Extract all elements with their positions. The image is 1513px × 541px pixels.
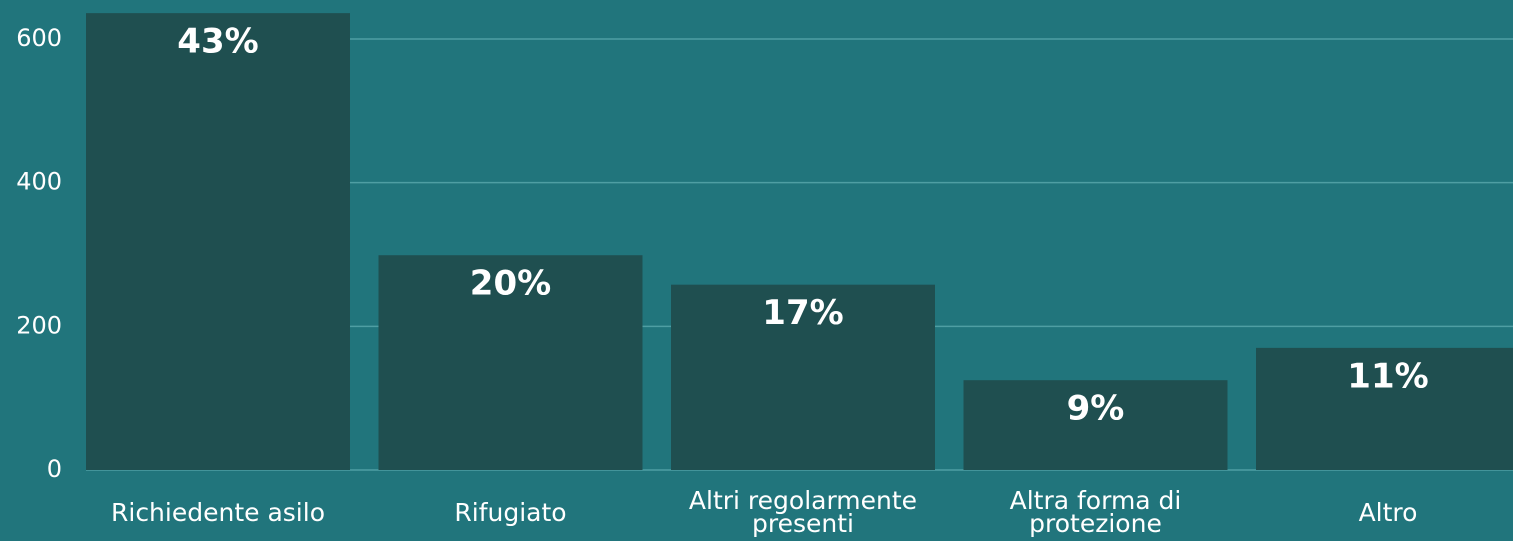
bar bbox=[671, 284, 935, 470]
bar bbox=[963, 380, 1228, 470]
y-tick-label: 600 bbox=[16, 24, 62, 52]
y-tick-label: 400 bbox=[16, 168, 62, 196]
x-tick-label: Richiedente asilo bbox=[111, 497, 325, 527]
x-tick-label: Altra forma di protezione bbox=[1009, 486, 1182, 538]
bar bbox=[86, 13, 350, 470]
value-label: 17% bbox=[762, 293, 843, 333]
x-tick-label: Rifugiato bbox=[454, 497, 567, 527]
value-label: 11% bbox=[1347, 356, 1428, 396]
y-tick-label: 200 bbox=[16, 311, 62, 339]
value-label: 20% bbox=[470, 264, 551, 304]
value-label: 9% bbox=[1067, 389, 1125, 429]
x-tick-label: Altro bbox=[1358, 497, 1418, 527]
bar bbox=[378, 255, 643, 470]
y-tick-label: 0 bbox=[47, 455, 62, 483]
bar bbox=[1256, 347, 1513, 470]
value-label: 43% bbox=[177, 22, 258, 62]
x-tick-label: Altri regolarmente presenti bbox=[688, 486, 918, 538]
